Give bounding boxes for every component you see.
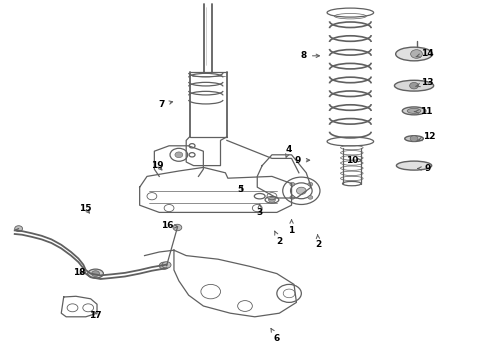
- Ellipse shape: [395, 47, 432, 61]
- Circle shape: [175, 152, 183, 158]
- Text: 2: 2: [316, 235, 321, 249]
- Circle shape: [92, 271, 99, 276]
- Ellipse shape: [394, 80, 434, 91]
- Circle shape: [173, 224, 182, 231]
- Circle shape: [410, 136, 418, 141]
- Text: 12: 12: [417, 132, 436, 141]
- Circle shape: [290, 195, 295, 199]
- Text: 2: 2: [275, 231, 282, 246]
- Text: 16: 16: [161, 221, 178, 230]
- Text: 9: 9: [418, 164, 431, 173]
- Text: 7: 7: [158, 100, 172, 109]
- Text: 11: 11: [415, 107, 433, 116]
- Text: 5: 5: [237, 184, 243, 194]
- Ellipse shape: [88, 269, 103, 278]
- Ellipse shape: [396, 161, 432, 170]
- Text: 18: 18: [73, 269, 86, 277]
- Circle shape: [159, 262, 169, 269]
- Text: 1: 1: [289, 220, 294, 235]
- Circle shape: [410, 82, 418, 89]
- Text: 8: 8: [301, 51, 319, 60]
- Text: 6: 6: [271, 328, 280, 343]
- Circle shape: [296, 187, 306, 194]
- Circle shape: [290, 183, 295, 186]
- Circle shape: [308, 195, 313, 199]
- Text: 13: 13: [416, 78, 434, 87]
- Text: 19: 19: [151, 161, 164, 170]
- Text: 10: 10: [345, 156, 362, 165]
- Text: 14: 14: [416, 49, 434, 58]
- Ellipse shape: [402, 107, 426, 115]
- Text: 17: 17: [89, 310, 102, 320]
- Text: 3: 3: [257, 204, 263, 217]
- Text: 15: 15: [79, 204, 92, 213]
- Circle shape: [411, 50, 422, 58]
- Circle shape: [308, 183, 313, 186]
- Text: 9: 9: [294, 156, 310, 165]
- Ellipse shape: [405, 136, 423, 141]
- Ellipse shape: [407, 108, 421, 113]
- Circle shape: [15, 226, 23, 231]
- Circle shape: [269, 197, 275, 202]
- Circle shape: [162, 262, 171, 268]
- Text: 4: 4: [286, 145, 293, 157]
